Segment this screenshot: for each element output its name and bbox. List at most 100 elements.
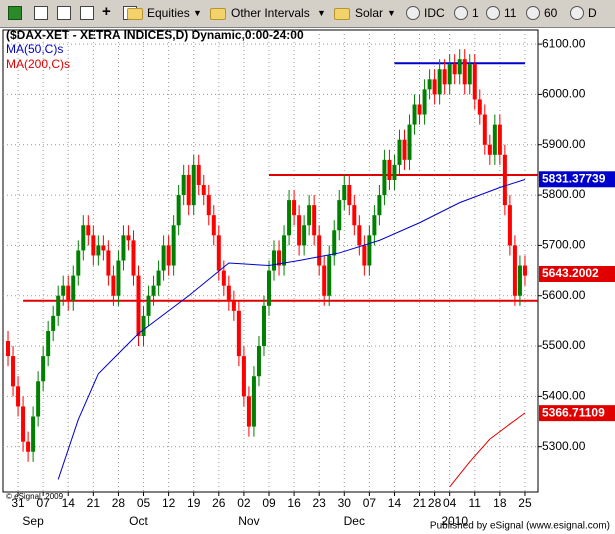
x-tick-label: 02: [237, 496, 251, 510]
y-tick-label: 5400.00: [542, 389, 586, 403]
candle-body: [367, 235, 372, 266]
candle-body: [216, 235, 221, 271]
candle-body: [392, 164, 397, 180]
x-tick-label: 05: [137, 496, 151, 510]
month-label: 2010: [441, 514, 468, 528]
candle-body: [362, 245, 367, 266]
candle-body: [61, 285, 66, 296]
y-tick-label: 5300.00: [542, 439, 586, 453]
candle-body: [11, 356, 16, 387]
folder-icon[interactable]: [334, 8, 350, 20]
candle-body: [146, 295, 151, 316]
plot-frame: [2, 29, 539, 493]
y-tick-label: 5600.00: [542, 288, 586, 302]
candle-body: [231, 300, 236, 311]
candle-body: [186, 174, 191, 206]
candle-body: [166, 245, 171, 266]
candle-body: [307, 205, 312, 226]
toolbar-button[interactable]: 60: [544, 6, 558, 20]
price-label: 5831.37739: [542, 171, 606, 185]
y-tick-label: 6000.00: [542, 87, 586, 101]
interval-icon[interactable]: [526, 6, 540, 20]
candle-body: [402, 139, 407, 160]
chart-title: ($DAX-XET - XETRA INDICES,D) Dynamic,0:0…: [6, 28, 304, 42]
candle-body: [16, 386, 21, 407]
candle-body: [477, 99, 482, 115]
dropdown-arrow[interactable]: ▼: [193, 8, 202, 18]
candle-body: [432, 79, 437, 95]
candle-body: [111, 275, 116, 296]
interval-icon[interactable]: [454, 6, 468, 20]
x-tick-label: 07: [36, 496, 50, 510]
candle-body: [347, 185, 352, 206]
candle-body: [292, 200, 297, 216]
candle-body: [31, 416, 36, 452]
candle-body: [337, 200, 342, 231]
interval-icon[interactable]: [486, 6, 500, 20]
candle-body: [332, 230, 337, 256]
copy-icon[interactable]: [57, 6, 71, 20]
candle-body: [522, 265, 527, 276]
candle-body: [417, 104, 422, 115]
toolbar-button[interactable]: IDC: [424, 6, 445, 20]
candle-body: [357, 225, 362, 246]
candle-body: [221, 270, 226, 286]
candle-body: [482, 114, 487, 145]
candle-body: [497, 124, 502, 155]
candle-body: [196, 164, 201, 186]
month-label: Nov: [238, 514, 259, 528]
candle-body: [101, 245, 106, 251]
publisher: Published by eSignal (www.esignal.com): [430, 521, 610, 532]
x-tick-label: 23: [313, 496, 327, 510]
toolbar-button[interactable]: Equities: [147, 6, 190, 20]
grid-icon[interactable]: [34, 6, 48, 20]
x-tick-label: 25: [518, 496, 532, 510]
candle-body: [206, 195, 211, 216]
chart-icon[interactable]: [8, 6, 22, 20]
chart-background: [0, 28, 615, 534]
candle-body: [181, 174, 186, 196]
candle-body: [76, 250, 81, 276]
x-tick-label: 12: [162, 496, 176, 510]
candle-body: [282, 235, 287, 266]
price-label: 5366.71109: [542, 405, 605, 419]
toolbar-button[interactable]: D: [588, 6, 597, 20]
candle-body: [352, 205, 357, 226]
candle-body: [452, 64, 457, 75]
legend-entry: MA(200,C)s: [6, 57, 70, 71]
candle-body: [46, 330, 51, 357]
dropdown-arrow[interactable]: ▼: [317, 8, 326, 18]
candle-body: [342, 185, 347, 201]
y-tick-label: 5500.00: [542, 338, 586, 352]
folder-icon[interactable]: [210, 8, 226, 20]
candle-body: [487, 144, 492, 155]
y-tick-label: 5800.00: [542, 187, 586, 201]
toolbar-button[interactable]: Solar: [355, 6, 384, 20]
dropdown-arrow[interactable]: ▼: [387, 8, 396, 18]
copyright: © eSignal, 2009: [6, 492, 64, 501]
page-icon[interactable]: [80, 6, 94, 20]
toolbar-button[interactable]: Other Intervals: [231, 6, 310, 20]
candle-body: [36, 381, 41, 417]
candle-body: [312, 205, 317, 236]
interval-icon[interactable]: [570, 6, 584, 20]
x-tick-label: 28: [112, 496, 126, 510]
candle-body: [407, 124, 412, 160]
candle-body: [131, 240, 136, 276]
candle-body: [287, 200, 292, 236]
candle-body: [492, 124, 497, 155]
interval-icon[interactable]: [406, 6, 420, 20]
candle-body: [201, 185, 206, 196]
price-label-box: [539, 405, 615, 422]
toolbar: + Equities ▼ Other Intervals ▼ Solar ▼ I…: [0, 0, 615, 28]
toolbar-button[interactable]: 11: [504, 6, 517, 20]
add-icon[interactable]: +: [102, 3, 111, 20]
candle-body: [191, 164, 196, 206]
toolbar-button[interactable]: 1: [472, 6, 479, 20]
candle-body: [422, 89, 427, 115]
x-tick-label: 30: [338, 496, 352, 510]
candle-body: [116, 260, 121, 296]
folder-icon[interactable]: [127, 8, 143, 20]
month-label: Oct: [129, 514, 148, 528]
